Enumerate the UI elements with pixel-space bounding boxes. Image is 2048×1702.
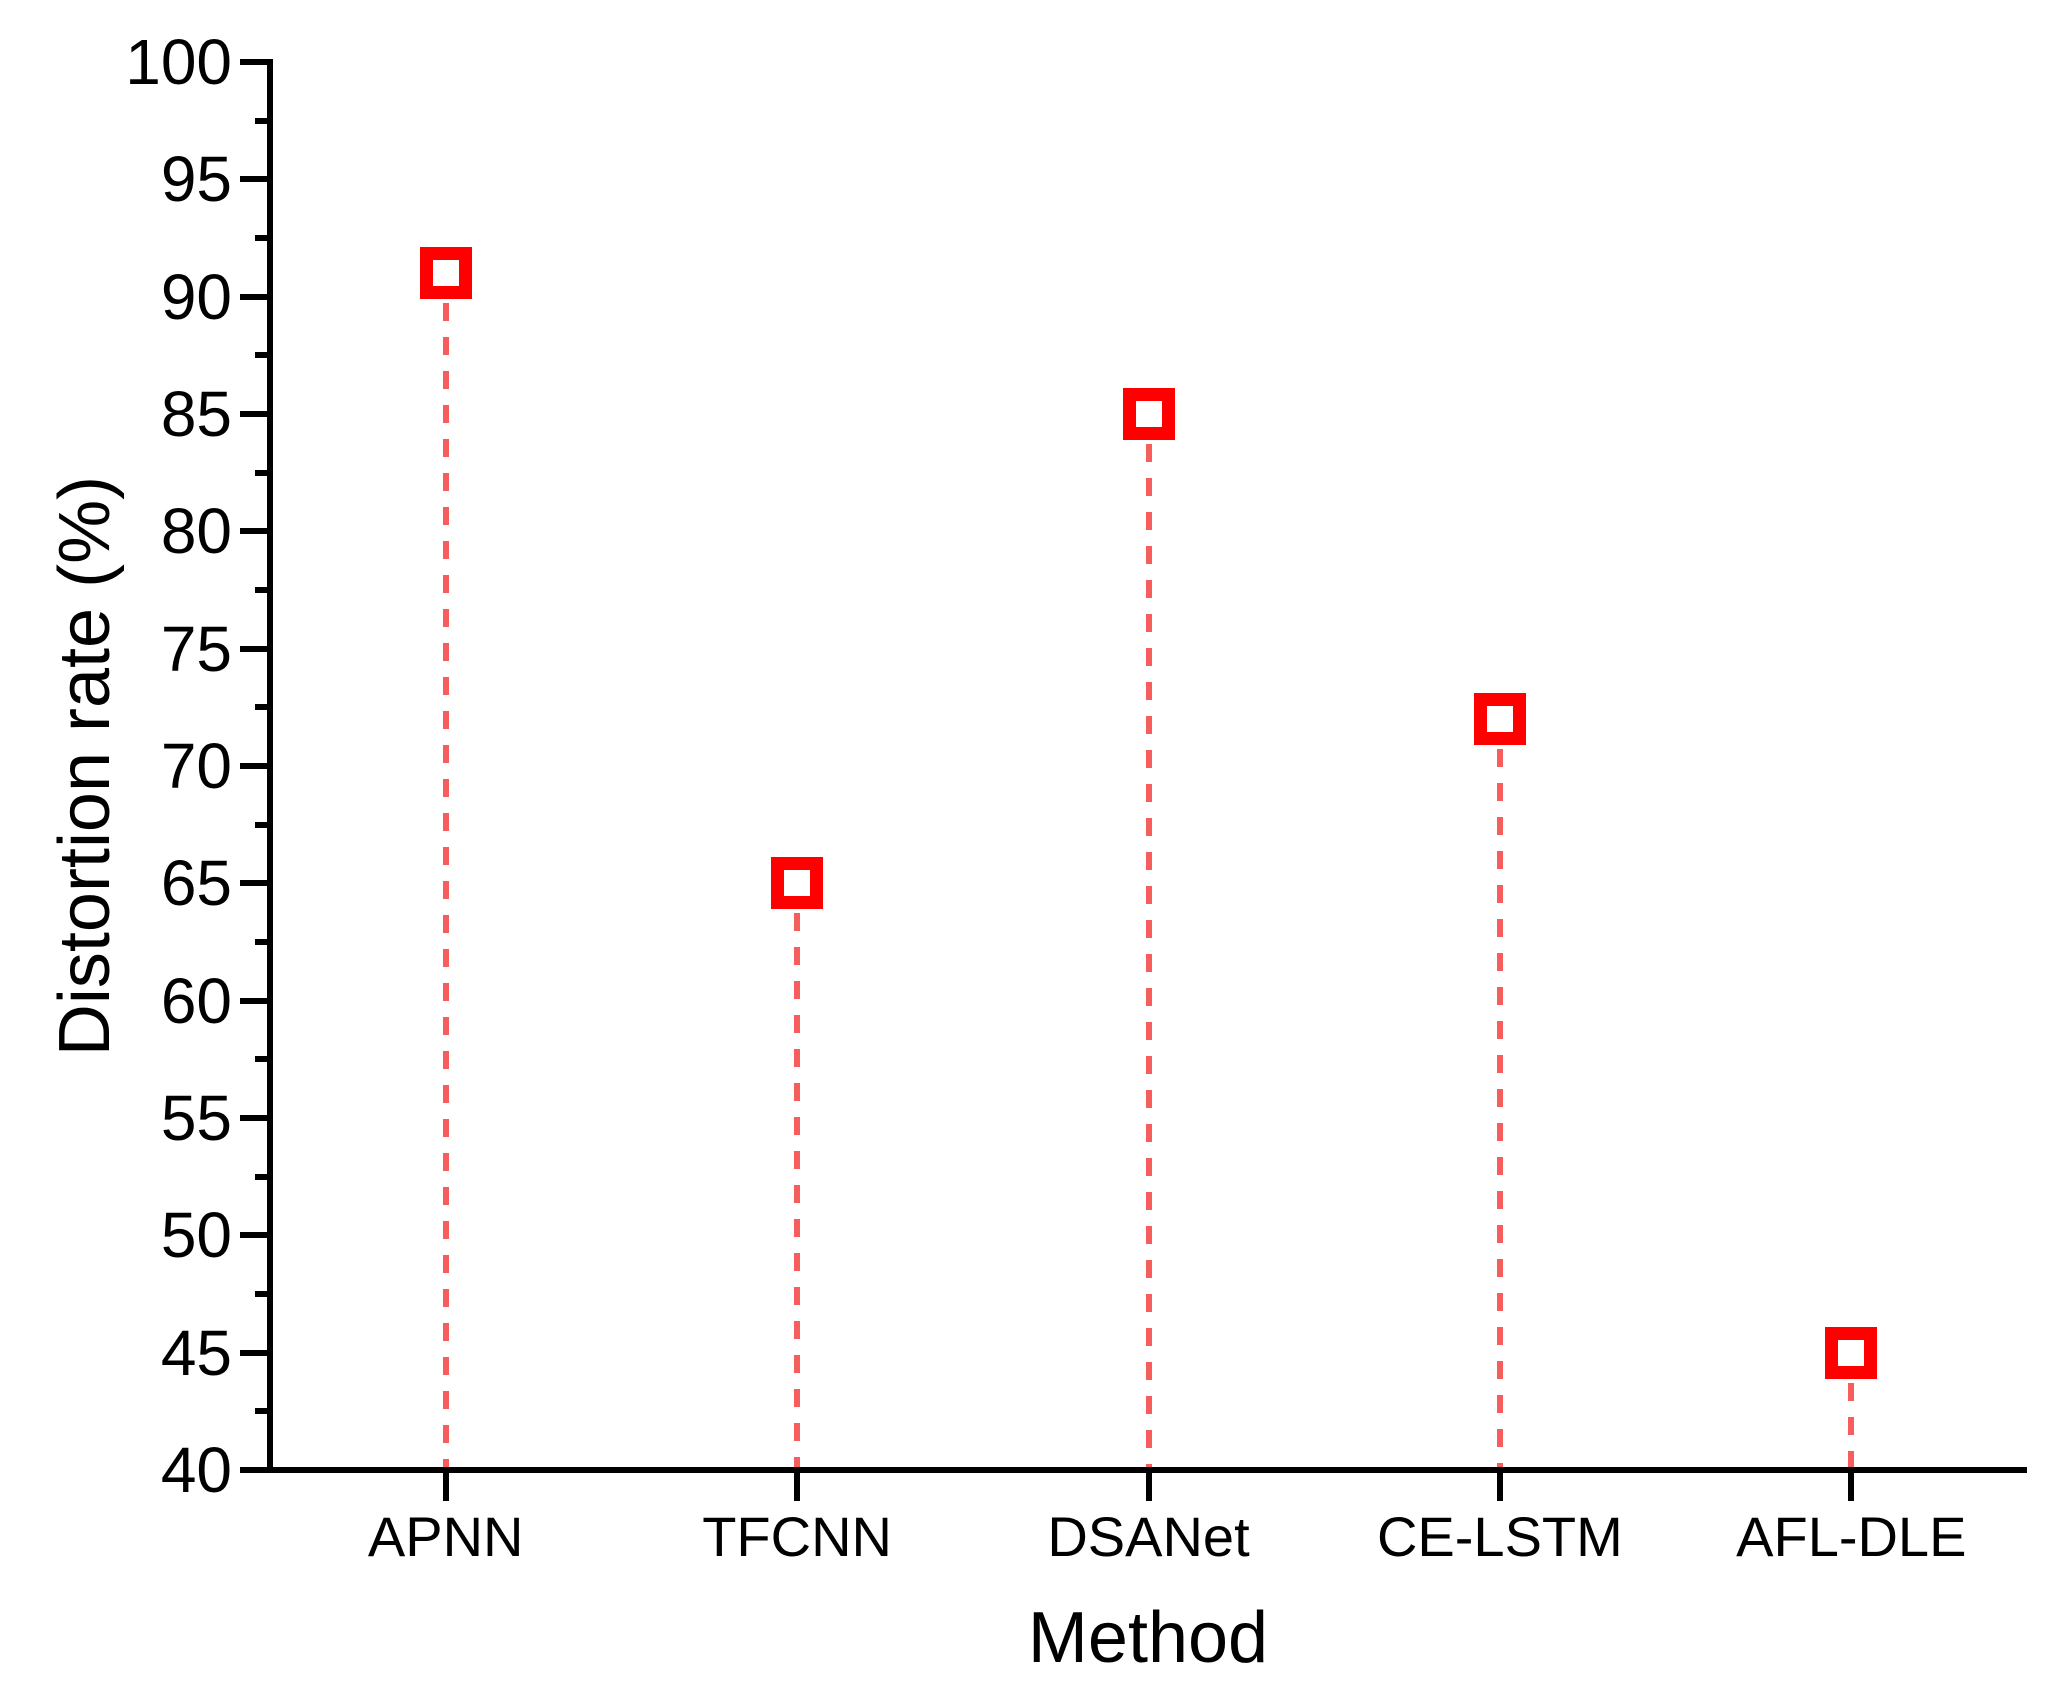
y-major-tick bbox=[240, 763, 270, 769]
data-point-marker bbox=[1825, 1326, 1878, 1379]
y-tick-label: 80 bbox=[160, 495, 232, 568]
x-tick-label: APNN bbox=[367, 1505, 524, 1568]
y-minor-tick bbox=[255, 1173, 270, 1180]
y-major-tick bbox=[240, 1115, 270, 1121]
y-tick-label: 55 bbox=[160, 1082, 232, 1154]
y-minor-tick bbox=[255, 704, 270, 711]
y-axis-line bbox=[267, 59, 273, 1473]
x-tick-label: CE-LSTM bbox=[1376, 1505, 1623, 1568]
y-minor-tick bbox=[255, 821, 270, 828]
x-tick-label: AFL-DLE bbox=[1736, 1505, 1967, 1568]
y-major-tick bbox=[240, 176, 270, 183]
y-tick-label: 70 bbox=[160, 730, 232, 802]
y-major-tick bbox=[240, 1349, 270, 1356]
y-minor-tick bbox=[255, 1291, 270, 1297]
x-tick-label: TFCNN bbox=[702, 1505, 892, 1568]
data-point-marker bbox=[1122, 388, 1175, 440]
y-major-tick bbox=[240, 411, 270, 417]
y-axis-title: Distortion rate (%) bbox=[45, 475, 125, 1057]
data-point-marker bbox=[419, 247, 472, 300]
data-point-marker bbox=[1473, 693, 1526, 746]
y-major-tick bbox=[240, 1467, 270, 1473]
x-tick-label: DSANet bbox=[1047, 1505, 1250, 1568]
y-minor-tick bbox=[255, 235, 270, 241]
x-major-tick bbox=[1496, 1473, 1503, 1501]
stem-line bbox=[442, 303, 449, 1467]
y-major-tick bbox=[240, 59, 270, 65]
y-minor-tick bbox=[255, 1408, 270, 1415]
y-minor-tick bbox=[255, 469, 270, 476]
y-major-tick bbox=[240, 645, 270, 652]
stem-line bbox=[1496, 749, 1503, 1467]
y-minor-tick bbox=[255, 117, 270, 124]
y-major-tick bbox=[240, 528, 270, 535]
y-tick-label: 75 bbox=[160, 612, 232, 685]
y-minor-tick bbox=[255, 1056, 270, 1063]
y-tick-label: 45 bbox=[160, 1316, 232, 1389]
y-tick-label: 65 bbox=[160, 847, 232, 920]
y-tick-label: 90 bbox=[160, 260, 232, 333]
x-major-tick bbox=[1848, 1473, 1855, 1501]
y-tick-label: 50 bbox=[160, 1199, 232, 1272]
y-major-tick bbox=[240, 880, 270, 887]
x-major-tick bbox=[794, 1473, 801, 1501]
x-major-tick bbox=[442, 1473, 449, 1501]
y-tick-label: 95 bbox=[160, 143, 232, 216]
data-point-marker bbox=[771, 857, 824, 910]
stem-line bbox=[1145, 444, 1152, 1467]
y-tick-label: 60 bbox=[160, 964, 232, 1037]
y-tick-label: 85 bbox=[160, 378, 232, 450]
x-axis-title: Method bbox=[1027, 1598, 1269, 1678]
y-minor-tick bbox=[255, 352, 270, 359]
stem-line bbox=[794, 913, 801, 1467]
y-minor-tick bbox=[255, 587, 270, 593]
y-minor-tick bbox=[255, 939, 270, 945]
stem-line bbox=[1848, 1382, 1855, 1467]
x-major-tick bbox=[1145, 1473, 1152, 1501]
y-major-tick bbox=[240, 293, 270, 300]
y-tick-label: 100 bbox=[125, 26, 232, 98]
x-axis-line bbox=[267, 1467, 2027, 1473]
y-major-tick bbox=[240, 1232, 270, 1239]
y-major-tick bbox=[240, 997, 270, 1004]
y-tick-label: 40 bbox=[160, 1434, 232, 1506]
